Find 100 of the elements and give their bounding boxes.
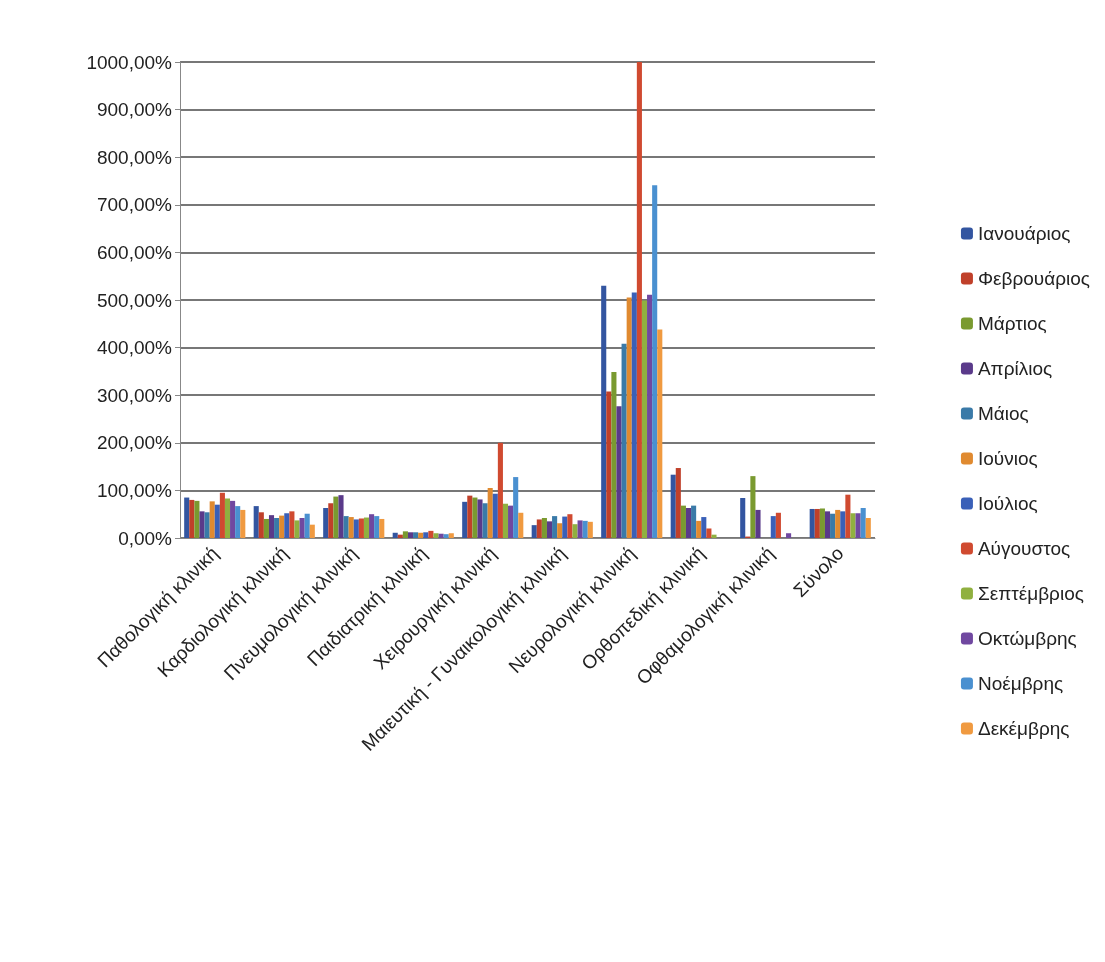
bar <box>199 511 205 538</box>
bar <box>294 520 300 538</box>
y-tick-label: 0,00% <box>118 527 173 549</box>
bar <box>541 518 547 538</box>
bar <box>363 517 370 538</box>
bar <box>219 492 225 538</box>
bar <box>865 518 871 538</box>
bar <box>268 515 275 538</box>
bar <box>557 523 563 538</box>
bar <box>582 520 588 538</box>
bar <box>518 512 524 538</box>
y-tick-label: 500,00% <box>96 289 173 311</box>
bar <box>786 533 792 538</box>
y-tick-label: 400,00% <box>96 337 173 359</box>
bar <box>438 533 444 538</box>
bar <box>850 513 856 538</box>
bar <box>274 518 280 538</box>
bar <box>433 533 439 538</box>
bar <box>706 528 712 538</box>
bar <box>587 521 593 538</box>
bar <box>616 406 622 538</box>
bar <box>840 511 846 538</box>
bar <box>407 532 414 538</box>
bar <box>508 505 514 538</box>
bar <box>701 517 707 538</box>
bar <box>770 516 776 538</box>
bar <box>482 503 488 538</box>
bar <box>343 516 349 538</box>
bar <box>353 519 359 538</box>
bar <box>462 501 468 538</box>
bar <box>572 524 578 538</box>
bar <box>263 518 269 538</box>
bar <box>626 297 632 538</box>
bar <box>374 516 380 538</box>
bar <box>845 494 851 538</box>
bar <box>809 508 815 538</box>
bar <box>284 513 290 538</box>
bar <box>448 533 454 538</box>
legend-label: Ιούνιος <box>977 448 1038 469</box>
legend-label: Ιούλιος <box>977 493 1038 514</box>
bar <box>601 285 607 538</box>
bar <box>392 532 398 538</box>
bar <box>184 497 190 538</box>
y-tick-label: 1000,00% <box>86 51 173 73</box>
bar <box>641 300 648 538</box>
bar <box>691 505 697 538</box>
bar <box>819 508 825 538</box>
bar <box>497 442 503 538</box>
bar <box>711 534 717 538</box>
bar <box>657 329 663 538</box>
bar <box>418 532 424 538</box>
y-tick-label: 300,00% <box>96 384 173 406</box>
legend-label: Σεπτέμβριος <box>977 583 1084 604</box>
legend-label: Δεκέμβρης <box>977 718 1070 739</box>
bar <box>214 504 220 538</box>
legend-label: Απρίλιος <box>977 358 1053 379</box>
bar <box>755 509 761 538</box>
bar <box>492 493 498 538</box>
bar <box>402 531 408 538</box>
legend-label: Οκτώμβρης <box>977 628 1077 649</box>
bar <box>824 511 831 538</box>
bar <box>513 477 519 538</box>
legend-label: Ιανουάριος <box>977 223 1071 244</box>
bar <box>611 371 617 538</box>
bar <box>567 514 573 538</box>
bar <box>855 513 861 538</box>
bar <box>204 512 210 538</box>
bar <box>279 515 285 538</box>
legend-label: Μάιος <box>977 403 1029 424</box>
bar <box>443 534 449 538</box>
bar <box>830 513 836 538</box>
bar <box>323 508 329 538</box>
bar <box>577 520 583 538</box>
bar <box>696 520 702 538</box>
bar <box>338 495 344 538</box>
bar <box>531 525 537 538</box>
bar <box>670 474 676 538</box>
bar <box>258 512 264 538</box>
bar <box>536 519 542 538</box>
bar <box>860 508 866 538</box>
bar <box>328 503 334 538</box>
bar <box>333 496 339 538</box>
bar <box>289 511 295 538</box>
bar <box>652 185 658 538</box>
bar <box>675 468 681 538</box>
bar <box>636 62 642 538</box>
y-tick-label: 600,00% <box>96 241 173 263</box>
bar <box>224 498 231 538</box>
bar <box>230 500 236 538</box>
bar <box>358 518 364 538</box>
bar <box>487 488 493 538</box>
bar <box>631 292 637 538</box>
bar <box>546 521 553 538</box>
bar <box>680 505 686 538</box>
bar <box>814 508 820 538</box>
bar <box>472 497 478 538</box>
legend-label: Μάρτιος <box>977 313 1047 334</box>
legend-label: Νοέμβρης <box>977 673 1064 694</box>
bar <box>413 532 419 538</box>
bar <box>502 503 509 538</box>
